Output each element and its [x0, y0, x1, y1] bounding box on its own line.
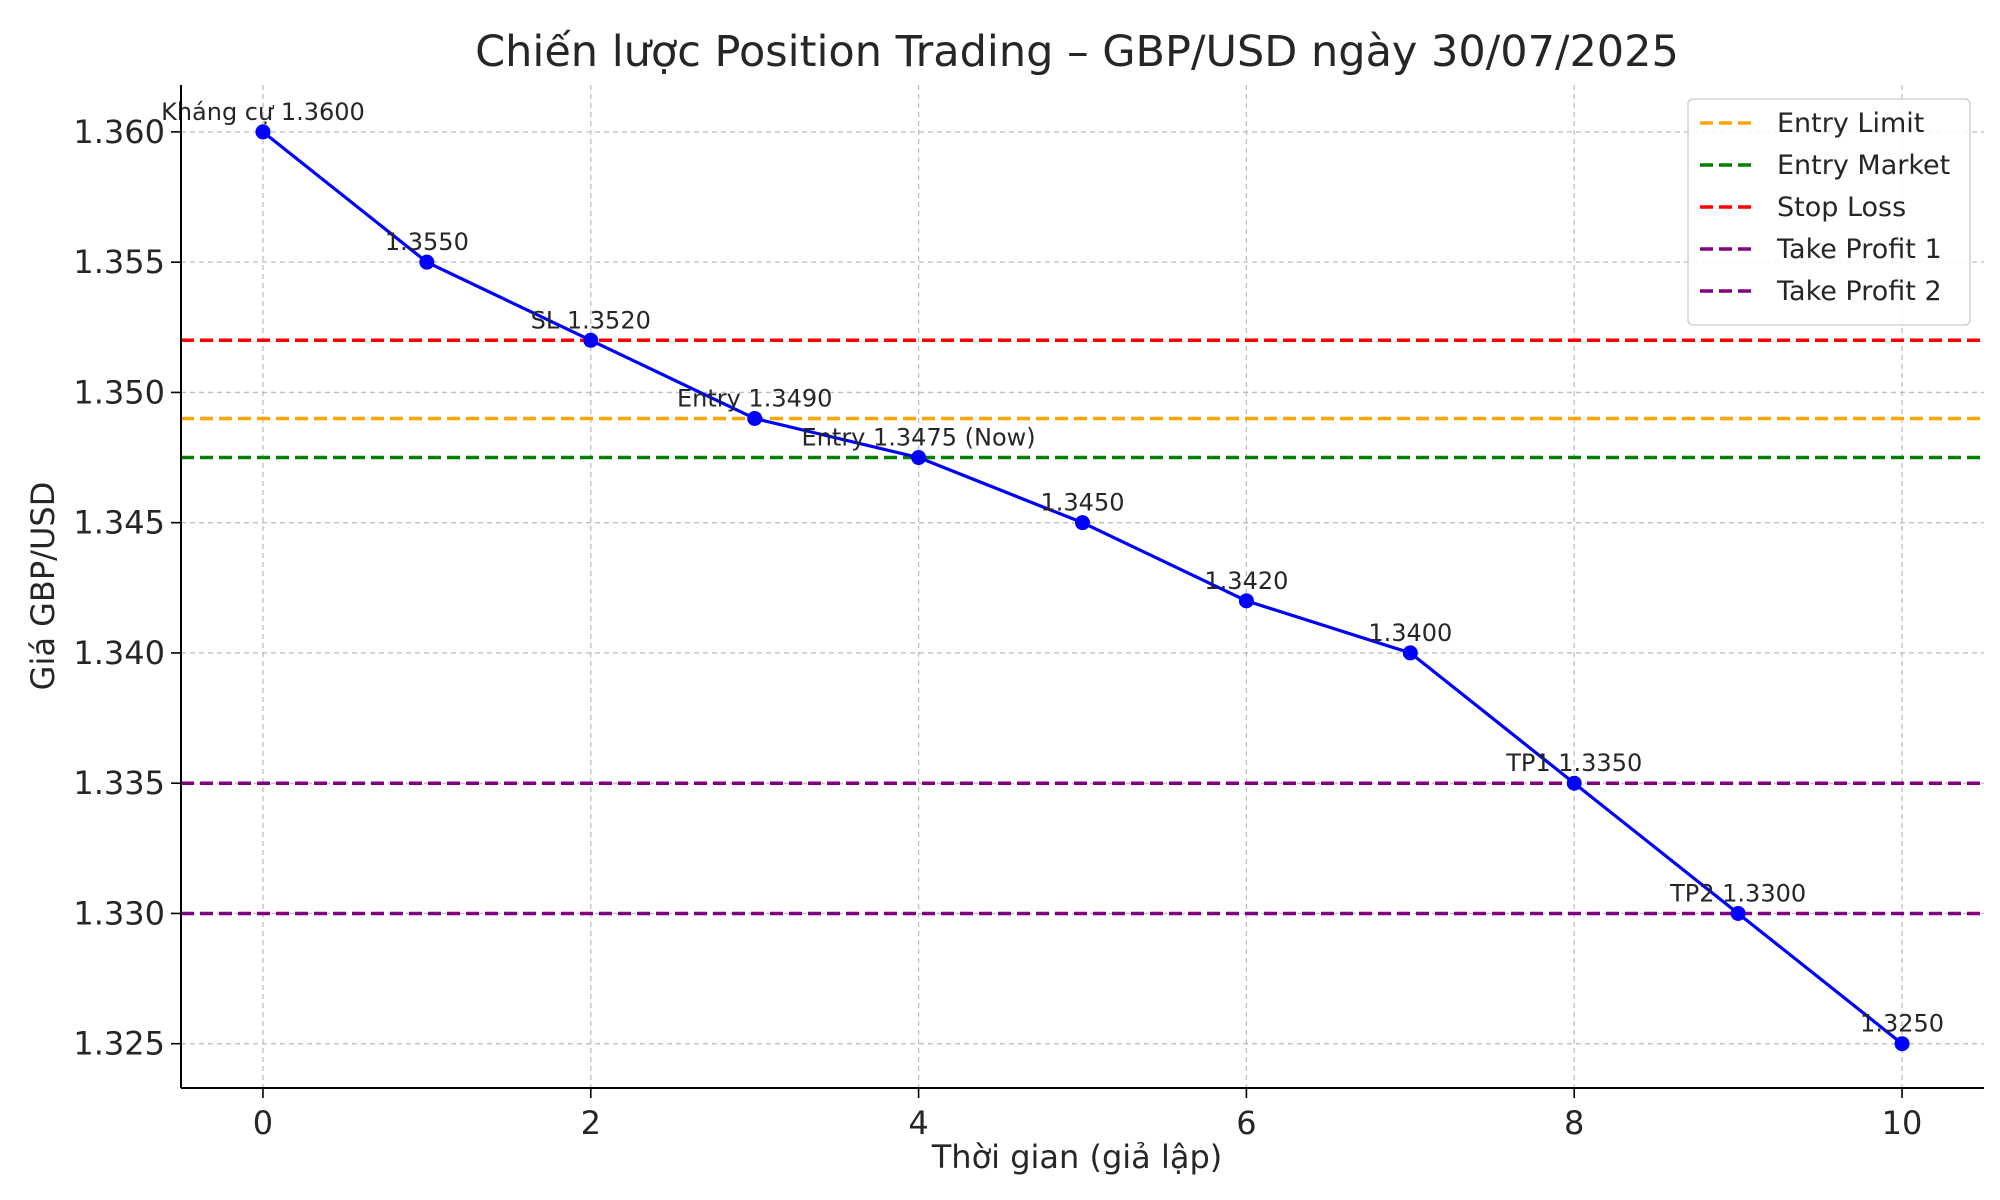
x-tick-label: 6 [1236, 1104, 1256, 1142]
legend-label: Take Profit 2 [1776, 276, 1942, 307]
y-tick-label: 1.360 [73, 113, 165, 151]
y-tick-label: 1.345 [73, 504, 165, 542]
x-tick-label: 8 [1564, 1104, 1584, 1142]
legend-label: Take Profit 1 [1776, 234, 1942, 265]
data-label: 1.3550 [385, 228, 469, 256]
data-label: Kháng cự 1.3600 [161, 98, 365, 126]
data-point [1402, 645, 1418, 661]
data-point [1238, 593, 1254, 609]
data-label: Entry 1.3490 [677, 384, 832, 412]
y-tick-label: 1.350 [73, 373, 165, 411]
annotations: Kháng cự 1.3600 1.3550 SL 1.3520 Entry 1.34… [161, 98, 1944, 1038]
data-point [1075, 515, 1090, 531]
x-tick-label: 4 [908, 1104, 928, 1142]
data-point [1894, 1036, 1910, 1052]
series-line [261, 130, 1904, 1045]
legend-box [1687, 98, 1971, 326]
x-tick-label: 0 [253, 1104, 273, 1142]
ticks: 0 2 4 6 8 10 1.325 1.330 1.335 1.340 1.345 1.350 1.3… [73, 113, 1922, 1142]
y-tick-label: 1.325 [73, 1025, 165, 1063]
data-label: 1.3250 [1860, 1010, 1944, 1038]
data-label: SL 1.3520 [531, 306, 651, 334]
x-tick-label: 10 [1882, 1104, 1923, 1142]
data-point [1730, 905, 1746, 921]
data-label: Entry 1.3475 (Now) [802, 424, 1036, 452]
data-point [255, 124, 271, 140]
y-tick-label: 1.355 [73, 243, 165, 281]
x-tick-label: 2 [581, 1104, 601, 1142]
data-label: TP2 1.3300 [1669, 879, 1806, 907]
legend-label: Entry Market [1777, 150, 1950, 181]
data-point [1566, 775, 1582, 791]
data-label: 1.3420 [1204, 567, 1288, 595]
data-point [583, 332, 599, 348]
legend: Entry Limit Entry Market Stop Loss Take Pro… [1687, 98, 1971, 326]
y-axis-label: Giá GBP/USD [24, 482, 62, 691]
series-group [255, 124, 1910, 1052]
data-label: TP1 1.3350 [1505, 749, 1642, 777]
data-point [419, 254, 435, 270]
x-axis-label: Thời gian (giả lập) [931, 1138, 1223, 1176]
data-label: 1.3450 [1041, 489, 1125, 517]
data-point [911, 450, 927, 466]
data-point [747, 410, 763, 426]
y-tick-label: 1.335 [73, 764, 165, 802]
horizontal-levels [181, 338, 1984, 916]
data-label: 1.3400 [1368, 619, 1452, 647]
y-tick-label: 1.340 [73, 634, 165, 672]
chart-title: Chiến lược Position Trading – GBP/USD ng… [475, 27, 1679, 77]
y-tick-label: 1.330 [73, 894, 165, 932]
legend-label: Entry Limit [1777, 108, 1924, 139]
axes [180, 85, 1984, 1089]
legend-label: Stop Loss [1777, 192, 1906, 223]
